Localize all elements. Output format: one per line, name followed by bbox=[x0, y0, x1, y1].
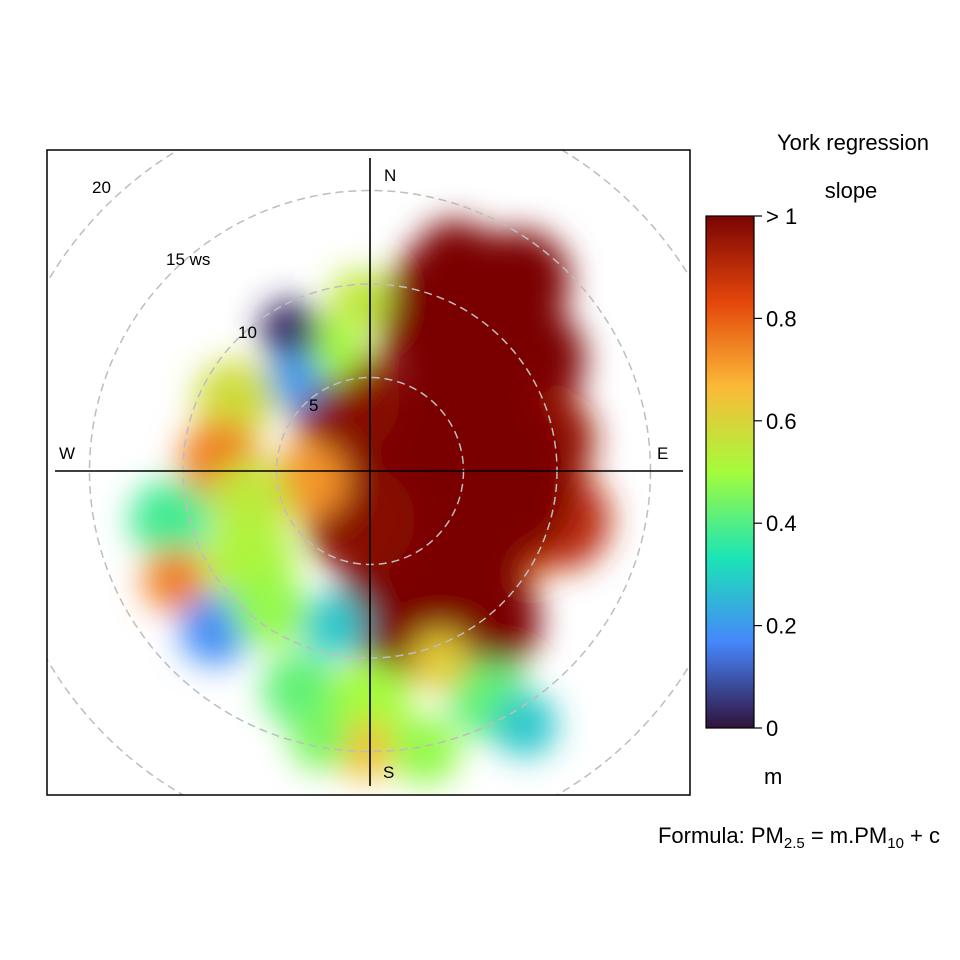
colorbar-tick-label: 0.4 bbox=[766, 511, 797, 536]
heatmap-cell bbox=[262, 652, 338, 728]
colorbar-tick-label: 0.6 bbox=[766, 409, 797, 434]
radial-tick-label: 20 bbox=[92, 178, 111, 197]
heatmap-cell bbox=[260, 300, 320, 360]
colorbar-tick-label: 0 bbox=[766, 716, 778, 741]
heatmap-cell bbox=[415, 220, 495, 300]
colorbar-tick-label: 0.8 bbox=[766, 306, 797, 331]
heatmap-cell bbox=[410, 630, 470, 690]
heatmap-cell bbox=[232, 572, 308, 648]
colorbar-ticks: 0 0.2 0.4 0.6 0.8 > 1 bbox=[754, 204, 797, 741]
heatmap-surface bbox=[130, 220, 610, 785]
compass-south: S bbox=[383, 763, 394, 782]
heatmap-cell bbox=[390, 715, 460, 785]
compass-north: N bbox=[384, 166, 396, 185]
heatmap-cell bbox=[330, 270, 390, 330]
compass-west: W bbox=[59, 444, 75, 463]
heatmap-cell bbox=[143, 548, 207, 612]
colorbar-tick-label: > 1 bbox=[766, 204, 797, 229]
heatmap-cell bbox=[195, 360, 275, 440]
colorbar-unit: m bbox=[764, 764, 782, 789]
heatmap-cell bbox=[272, 442, 348, 518]
radial-tick-label: 15 ws bbox=[166, 250, 210, 269]
heatmap-cell bbox=[470, 230, 570, 330]
radial-tick-label: 10 bbox=[238, 323, 257, 342]
colorbar-tick-label: 0.2 bbox=[766, 614, 797, 639]
heatmap-cell bbox=[493, 693, 557, 757]
compass-east: E bbox=[657, 444, 668, 463]
colorbar-title-line1: York regression bbox=[777, 130, 929, 155]
colorbar-title-line2: slope bbox=[825, 178, 878, 203]
formula-caption: Formula: PM2.5 = m.PM10 + c bbox=[658, 823, 940, 852]
heatmap-cell bbox=[290, 710, 350, 770]
colorbar bbox=[705, 215, 755, 729]
heatmap-cell bbox=[130, 480, 210, 560]
plot-panel-border bbox=[46, 149, 691, 796]
heatmap-cell bbox=[267, 352, 323, 408]
radial-tick-label: 5 bbox=[309, 396, 318, 415]
heatmap-cell bbox=[303, 593, 367, 657]
heatmap-cell bbox=[335, 720, 395, 780]
